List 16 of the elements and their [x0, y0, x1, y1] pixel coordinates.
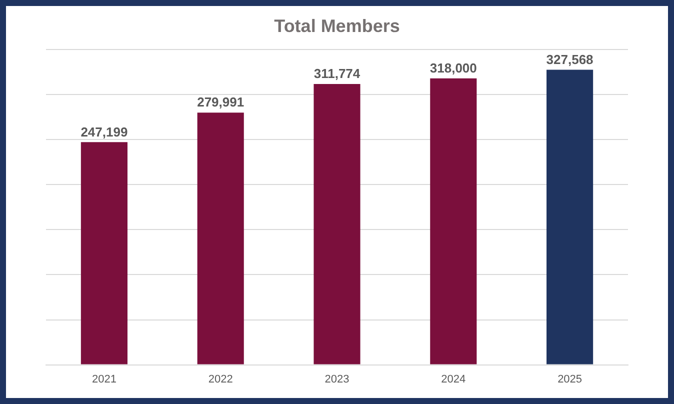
bar: [314, 84, 360, 364]
data-label: 327,568: [546, 52, 594, 67]
chart-title: Total Members: [274, 16, 400, 36]
bar: [430, 78, 477, 364]
data-label: 279,991: [197, 94, 244, 110]
x-tick-label: 2022: [208, 373, 233, 386]
data-label: 247,199: [80, 124, 128, 140]
bar: [80, 142, 128, 364]
data-label: 318,000: [430, 60, 477, 76]
x-tick-label: 2025: [558, 373, 582, 386]
data-label: 311,774: [314, 66, 361, 82]
x-tick-label: 2021: [92, 373, 116, 386]
x-tick-label: 2023: [324, 373, 350, 386]
bar: [546, 70, 594, 364]
bar: [197, 112, 244, 364]
x-tick-label: 2024: [441, 373, 466, 386]
